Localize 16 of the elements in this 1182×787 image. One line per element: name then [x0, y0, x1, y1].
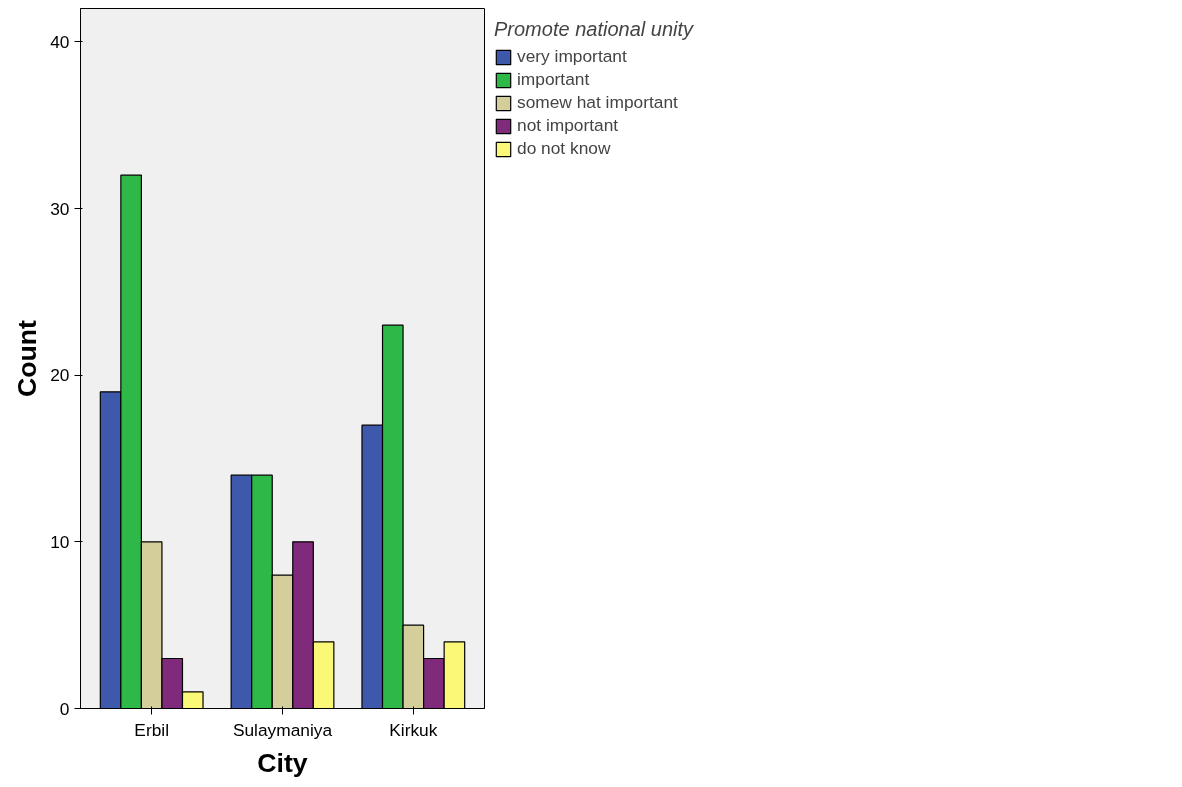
- x-axis-title: City: [257, 747, 308, 778]
- legend-label: important: [517, 69, 590, 90]
- y-tick-label: 0: [59, 698, 70, 719]
- y-tick-label: 40: [50, 31, 70, 52]
- y-tick-label: 20: [50, 365, 70, 386]
- y-tick-label: 10: [50, 531, 70, 552]
- legend-label: not important: [517, 115, 619, 136]
- legend-title: Promote national unity: [494, 18, 694, 41]
- y-axis-title: Count: [12, 319, 43, 397]
- x-tick-label: Erbil: [134, 719, 170, 740]
- y-tick-label: 30: [50, 198, 70, 219]
- x-tick-label: Sulaymaniya: [232, 719, 333, 740]
- x-tick-label: Kirkuk: [389, 719, 438, 740]
- legend-label: do not know: [517, 138, 611, 159]
- legend-label: somew hat important: [517, 92, 678, 113]
- legend-label: very important: [517, 46, 627, 67]
